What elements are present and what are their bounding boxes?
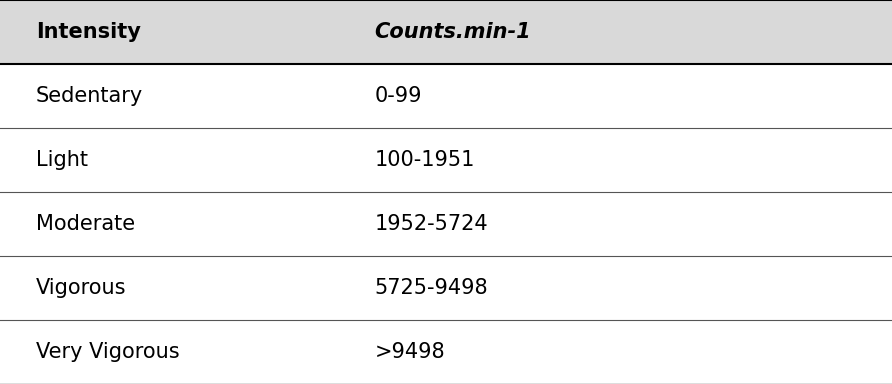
Bar bbox=[0, 64, 892, 128]
Text: Counts.min-1: Counts.min-1 bbox=[375, 22, 532, 42]
Text: Sedentary: Sedentary bbox=[36, 86, 143, 106]
Bar bbox=[0, 192, 892, 256]
Text: Light: Light bbox=[36, 150, 87, 170]
Text: 100-1951: 100-1951 bbox=[375, 150, 475, 170]
Text: 0-99: 0-99 bbox=[375, 86, 422, 106]
Text: 5725-9498: 5725-9498 bbox=[375, 278, 488, 298]
Bar bbox=[0, 320, 892, 384]
Text: Vigorous: Vigorous bbox=[36, 278, 126, 298]
Text: >9498: >9498 bbox=[375, 342, 445, 362]
Text: Intensity: Intensity bbox=[36, 22, 141, 42]
Text: Very Vigorous: Very Vigorous bbox=[36, 342, 179, 362]
Text: 1952-5724: 1952-5724 bbox=[375, 214, 488, 234]
Bar bbox=[0, 256, 892, 320]
Text: Moderate: Moderate bbox=[36, 214, 135, 234]
Bar bbox=[0, 0, 892, 64]
Bar bbox=[0, 128, 892, 192]
